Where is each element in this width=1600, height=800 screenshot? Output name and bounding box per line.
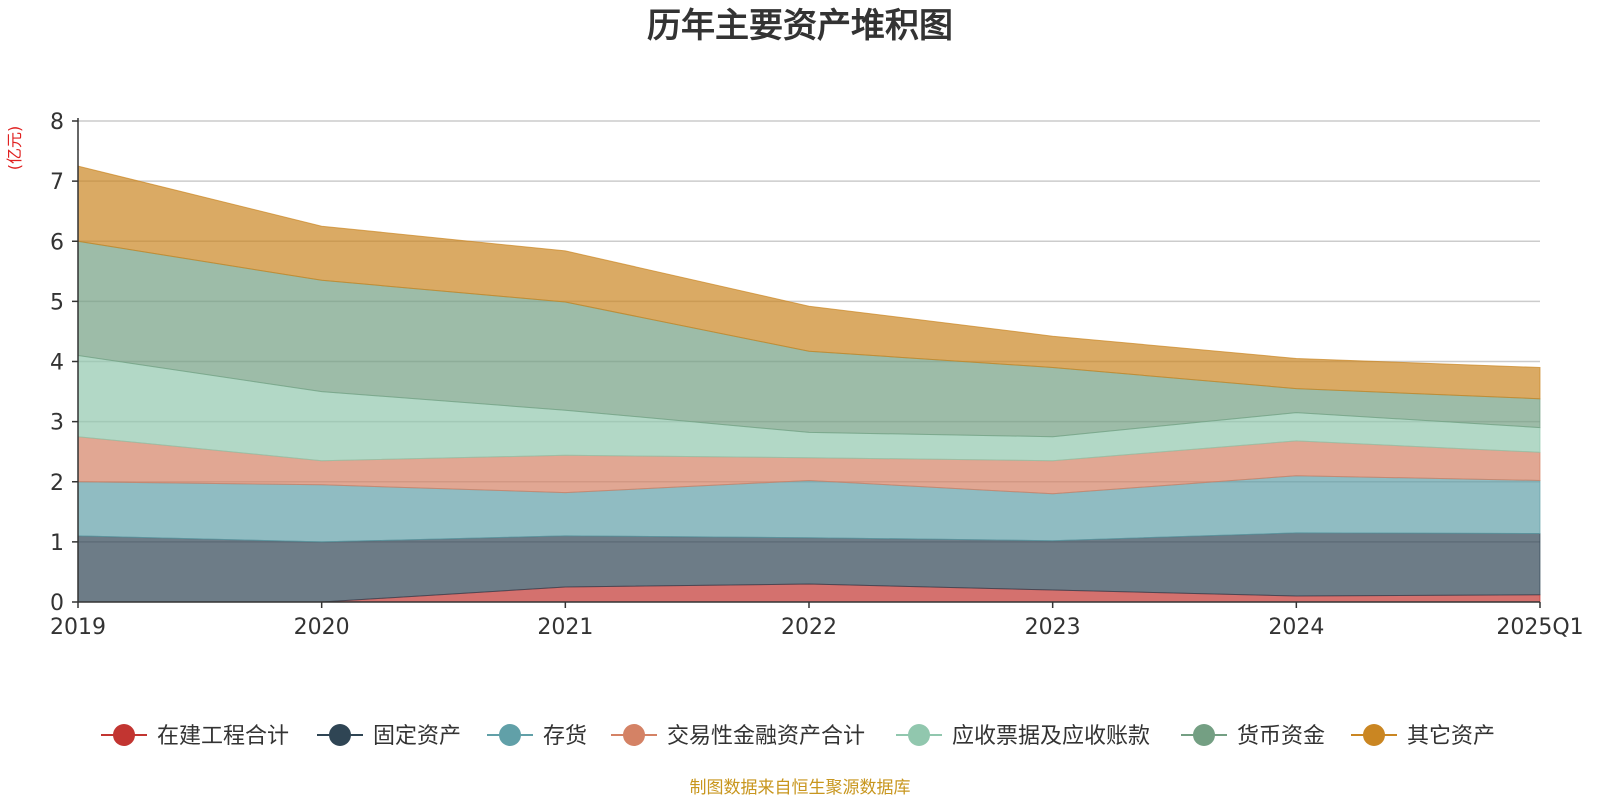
legend-circle-marker [113, 724, 135, 746]
legend-label: 交易性金融资产合计 [667, 724, 865, 749]
legend-circle-marker [623, 724, 645, 746]
y-tick-label: 3 [50, 411, 64, 436]
y-tick-label: 1 [50, 531, 64, 556]
x-tick-label: 2019 [50, 615, 106, 640]
y-tick-label: 6 [50, 230, 64, 255]
chart-title: 历年主要资产堆积图 [647, 6, 953, 46]
legend-item[interactable]: 存货 [487, 724, 587, 749]
legend-label: 其它资产 [1407, 724, 1495, 749]
legend-circle-marker [1363, 724, 1385, 746]
y-tick-label: 0 [50, 591, 64, 616]
legend-circle-marker [329, 724, 351, 746]
y-tick-label: 7 [50, 170, 64, 195]
y-tick-label: 5 [50, 290, 64, 315]
x-tick-label: 2020 [294, 615, 350, 640]
legend-circle-marker [499, 724, 521, 746]
legend-label: 应收票据及应收账款 [952, 724, 1150, 749]
x-tick-label: 2024 [1268, 615, 1324, 640]
legend-circle-marker [908, 724, 930, 746]
y-tick-label: 8 [50, 110, 64, 135]
legend-label: 存货 [543, 724, 587, 749]
x-tick-label: 2022 [781, 615, 837, 640]
legend-item[interactable]: 在建工程合计 [101, 724, 289, 749]
legend-item[interactable]: 货币资金 [1181, 724, 1325, 749]
x-tick-label: 2025Q1 [1496, 615, 1583, 640]
y-axis-unit-label: (亿元) [5, 126, 24, 171]
legend-item[interactable]: 其它资产 [1351, 724, 1495, 749]
y-tick-label: 2 [50, 471, 64, 496]
legend: 在建工程合计 固定资产 存货 交易性金融资产合计 应收票据及应收账款 货币资金 其它资产 [101, 724, 1495, 749]
legend-item[interactable]: 应收票据及应收账款 [896, 724, 1150, 749]
data-source-note: 制图数据来自恒生聚源数据库 [690, 778, 911, 798]
area-series-6 [77, 165, 1541, 400]
axes: 0 1 2 3 4 5 6 7 8 2019 2020 2021 2022 2023 2024 2025Q1 [50, 110, 1584, 640]
y-tick-label: 4 [50, 351, 64, 376]
legend-label: 在建工程合计 [157, 724, 289, 749]
area-series-2 [77, 475, 1541, 543]
legend-item[interactable]: 固定资产 [317, 724, 461, 749]
legend-label: 固定资产 [373, 724, 461, 749]
area-series-group [77, 165, 1541, 603]
legend-label: 货币资金 [1237, 724, 1325, 749]
x-tick-label: 2023 [1025, 615, 1081, 640]
legend-circle-marker [1193, 724, 1215, 746]
legend-item[interactable]: 交易性金融资产合计 [611, 724, 865, 749]
x-tick-label: 2021 [537, 615, 593, 640]
